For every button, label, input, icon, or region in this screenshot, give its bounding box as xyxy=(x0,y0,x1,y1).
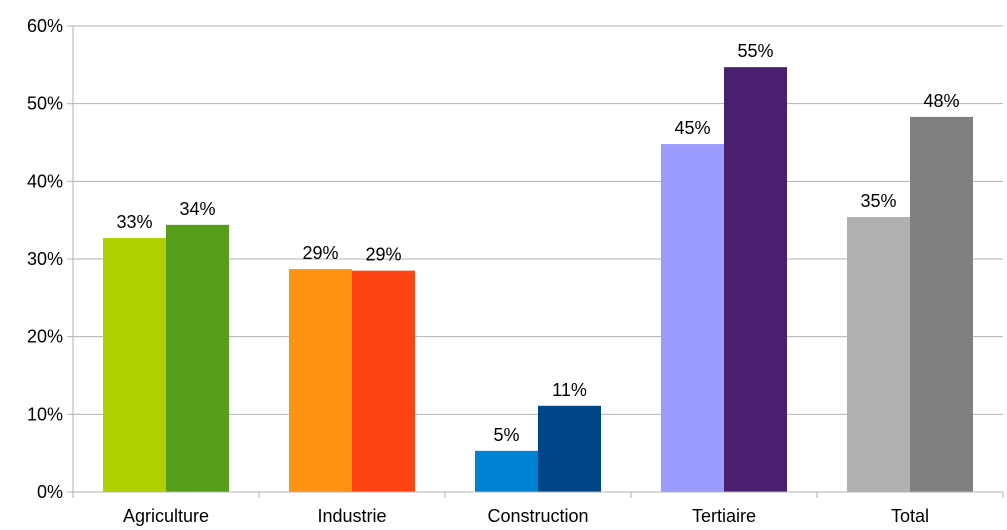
category-label-total: Total xyxy=(891,506,929,526)
bar-tertiaire-series-2 xyxy=(724,67,787,492)
data-label-tertiaire-series-2: 55% xyxy=(737,41,773,61)
y-tick-label-5: 50% xyxy=(27,94,63,114)
data-label-industrie-series-2: 29% xyxy=(365,245,401,265)
category-label-industrie: Industrie xyxy=(317,506,386,526)
category-label-tertiaire: Tertiaire xyxy=(692,506,756,526)
y-tick-label-6: 60% xyxy=(27,16,63,36)
data-label-total-series-2: 48% xyxy=(923,91,959,111)
data-label-construction-series-1: 5% xyxy=(493,425,519,445)
y-tick-label-0: 0% xyxy=(37,482,63,502)
category-label-agriculture: Agriculture xyxy=(123,506,209,526)
data-label-construction-series-2: 11% xyxy=(552,380,587,400)
bar-industrie-series-2 xyxy=(352,270,415,492)
bar-total-series-1 xyxy=(847,217,910,492)
category-label-construction: Construction xyxy=(487,506,588,526)
data-label-industrie-series-1: 29% xyxy=(302,243,338,263)
bar-construction-series-1 xyxy=(475,450,538,492)
data-label-total-series-1: 35% xyxy=(860,191,896,211)
y-tick-label-3: 30% xyxy=(27,249,63,269)
bar-agriculture-series-1 xyxy=(103,238,166,492)
bar-construction-series-2 xyxy=(538,405,601,492)
bar-agriculture-series-2 xyxy=(166,224,229,492)
data-label-tertiaire-series-1: 45% xyxy=(674,118,710,138)
bar-tertiaire-series-1 xyxy=(661,144,724,492)
y-tick-label-4: 40% xyxy=(27,171,63,191)
data-label-agriculture-series-2: 34% xyxy=(179,199,215,219)
bar-industrie-series-1 xyxy=(289,269,352,492)
data-label-agriculture-series-1: 33% xyxy=(116,212,152,232)
bars xyxy=(103,67,973,493)
labels: 0% 10% 20% 30% 40% 50% 60% 33% 34% Agriculture 29%… xyxy=(27,16,960,526)
y-tick-label-1: 10% xyxy=(27,404,63,424)
axes xyxy=(67,25,1004,498)
y-tick-label-2: 20% xyxy=(27,327,63,347)
bar-total-series-2 xyxy=(910,116,973,493)
